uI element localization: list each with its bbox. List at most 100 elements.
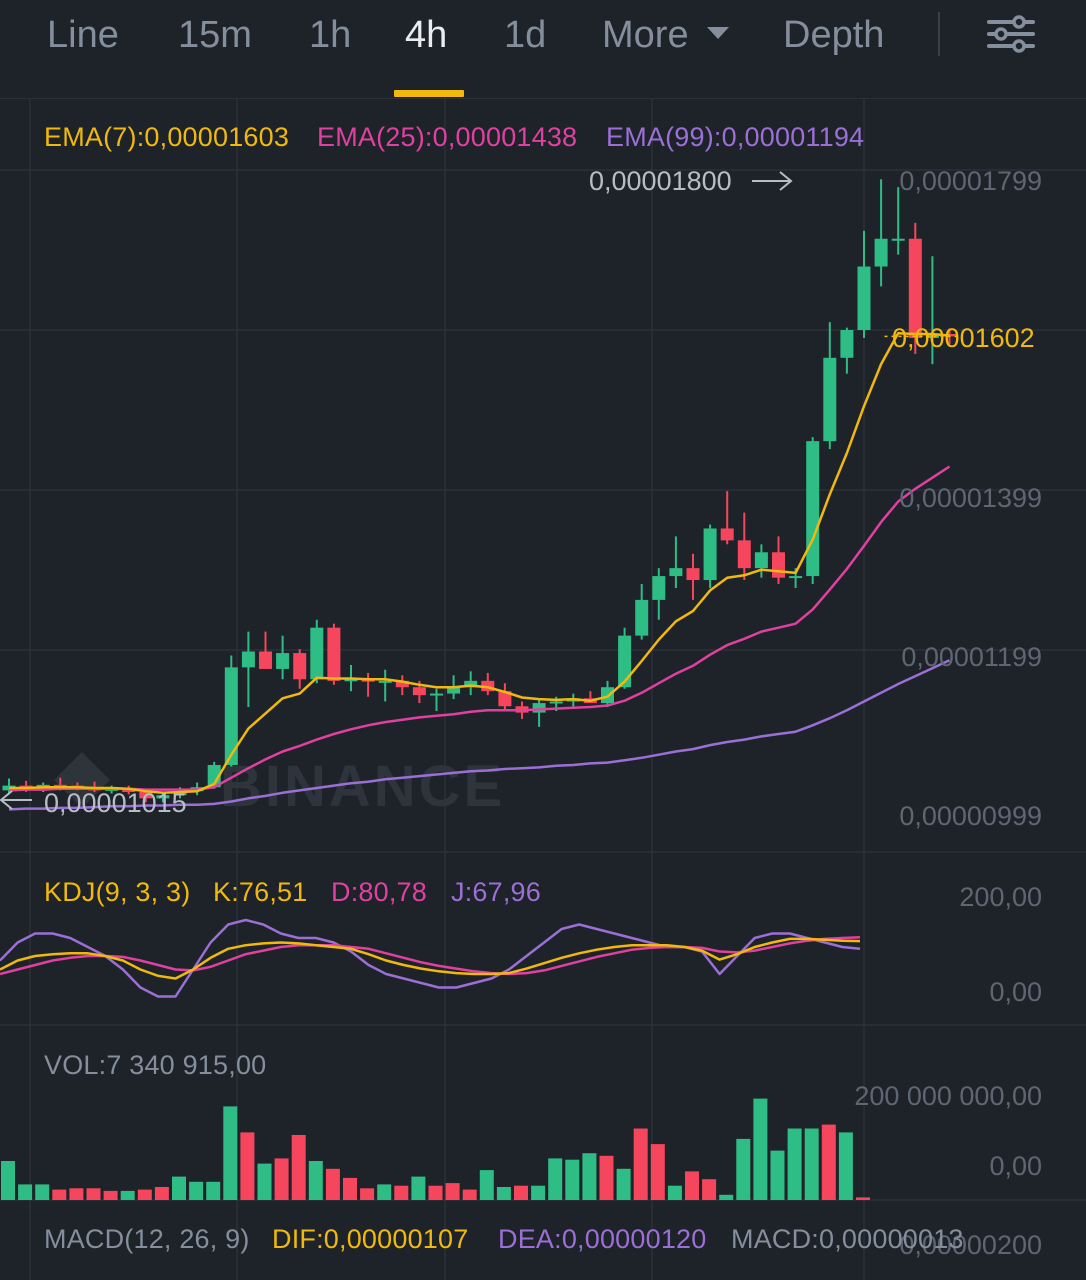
volume-bar [496, 1187, 511, 1200]
volume-bar [445, 1183, 460, 1200]
candle [241, 631, 255, 708]
candle-body [395, 680, 409, 688]
kdj-axis-label: 200,00 [959, 882, 1042, 912]
ema7-line [9, 331, 950, 795]
candle [669, 536, 683, 588]
candle [908, 222, 922, 354]
volume-bar [154, 1187, 169, 1200]
candle-body [703, 528, 717, 581]
candle-body [498, 691, 512, 707]
volume-bar [257, 1163, 272, 1200]
candle-body [772, 552, 785, 578]
candle-body [635, 599, 649, 636]
candle-body [823, 357, 837, 442]
candle-body [207, 764, 221, 788]
sliders-icon[interactable] [986, 14, 1036, 54]
ema99-line [8, 659, 951, 811]
volume-bar [137, 1189, 152, 1200]
tab-separator [938, 12, 940, 56]
candle [430, 688, 443, 712]
volume-bar [223, 1106, 238, 1200]
candle [772, 536, 785, 585]
tab-depth[interactable]: Depth [783, 14, 885, 56]
candle-body [327, 627, 341, 681]
candle [686, 553, 700, 600]
candle [823, 322, 837, 450]
candle [652, 568, 666, 620]
tab-1d[interactable]: 1d [504, 14, 547, 56]
candle [395, 675, 409, 696]
candle [2, 778, 16, 795]
volume-bar [582, 1153, 597, 1200]
low-price-label: 0,00001015 [44, 788, 187, 818]
candle [276, 635, 290, 680]
price-axis-label: 0,00001799 [899, 166, 1042, 196]
high-price-label: 0,00001800 [589, 166, 732, 196]
macd-axis-label: 0,00000200 [899, 1230, 1042, 1260]
volume-bar [189, 1181, 204, 1200]
candle-body [241, 651, 255, 668]
candle [754, 544, 768, 578]
volume-bar [633, 1128, 648, 1200]
candle-body [532, 703, 546, 713]
volume-bar [103, 1190, 118, 1200]
candle [327, 623, 341, 685]
kdj-k-line [0, 937, 861, 980]
ema7-legend: EMA(7):0,00001603 [44, 122, 290, 152]
candle-body [156, 795, 170, 799]
candle-body [259, 651, 272, 669]
candle-body [139, 791, 153, 799]
candle-body [53, 784, 67, 787]
candle [635, 584, 649, 640]
tab-15m[interactable]: 15m [178, 14, 252, 56]
tab-line[interactable]: Line [47, 14, 119, 56]
volume-bar [240, 1132, 255, 1200]
volume-bar [856, 1197, 870, 1200]
candle [618, 627, 632, 689]
candle-body [754, 552, 768, 569]
candle [806, 437, 820, 585]
candle [293, 649, 307, 689]
candle-body [908, 238, 922, 338]
volume-bar [428, 1185, 443, 1200]
kdj-k-value: K:76,51 [213, 877, 308, 907]
candle-body [412, 687, 426, 696]
chart-canvas[interactable]: BINANCE [0, 99, 1086, 1280]
candle-body [686, 568, 700, 581]
volume-bar [206, 1181, 221, 1200]
volume-bars [1, 1098, 870, 1200]
price-axis-label: 0,00001199 [901, 642, 1042, 672]
tab-1h[interactable]: 1h [309, 14, 352, 56]
ema99-legend: EMA(99):0,00001194 [606, 122, 865, 152]
candle-body [891, 238, 905, 241]
candle-body [430, 693, 443, 696]
volume-bar [599, 1155, 614, 1200]
candle-body [874, 238, 888, 267]
volume-bar [411, 1176, 426, 1200]
candle [310, 619, 324, 684]
volume-bar [18, 1184, 33, 1200]
active-tab-indicator [394, 90, 464, 97]
candle [703, 524, 717, 588]
grid-lines [0, 99, 1086, 1280]
volume-bar [325, 1168, 340, 1200]
candle-body [224, 667, 238, 765]
volume-bar [770, 1150, 785, 1200]
volume-bar [838, 1132, 853, 1200]
volume-bar [462, 1189, 477, 1200]
volume-legend: VOL:7 340 915,00 [44, 1050, 267, 1080]
volume-bar [343, 1177, 357, 1200]
candle [378, 669, 392, 702]
volume-bar [719, 1194, 734, 1200]
candle [925, 256, 939, 365]
volume-bar [548, 1158, 563, 1200]
tab-4h[interactable]: 4h [405, 14, 448, 56]
candle-body [344, 679, 358, 682]
tab-more[interactable]: More [602, 14, 731, 57]
candle-body [276, 653, 290, 669]
candle-body [310, 627, 324, 680]
candle-body [378, 680, 392, 683]
kdj-d-value: D:80,78 [331, 877, 427, 907]
volume-bar [616, 1168, 631, 1200]
volume-bar [650, 1144, 665, 1200]
